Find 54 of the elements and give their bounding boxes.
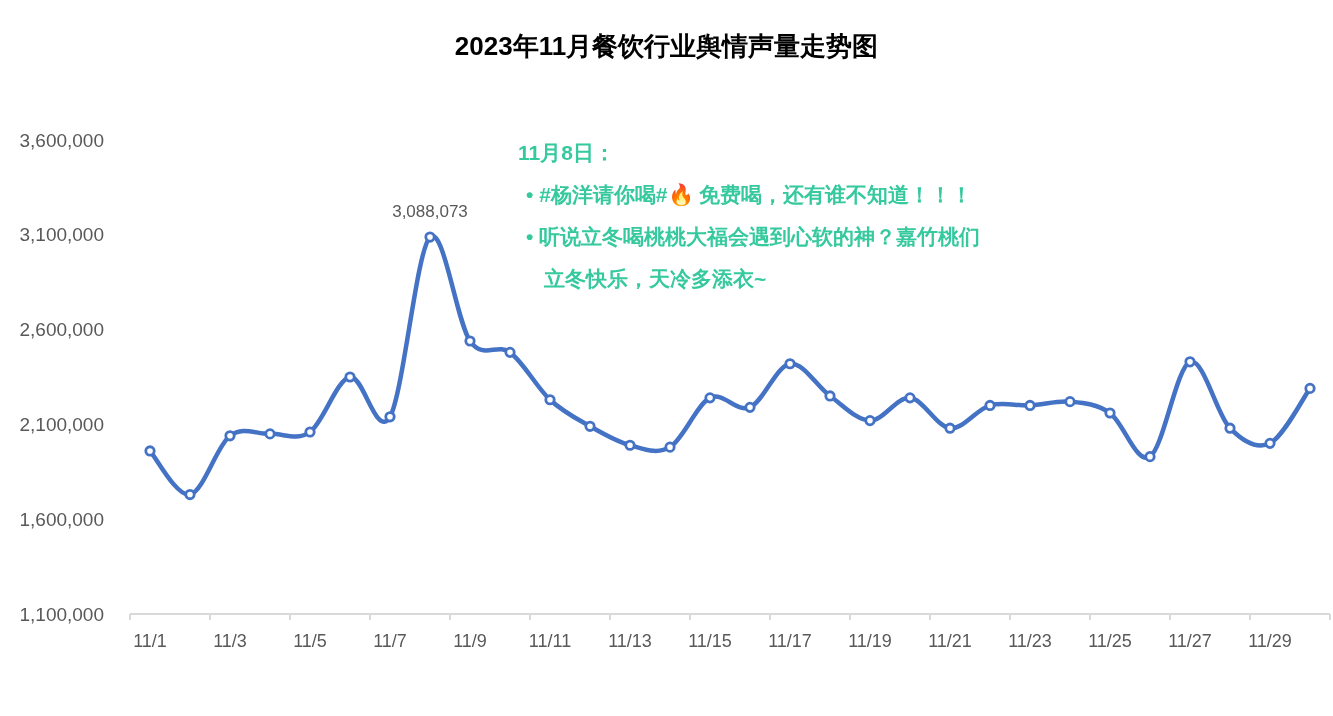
point [1224,422,1236,434]
x-tick-label: 11/27 [1168,631,1212,651]
point [184,488,196,501]
point [344,371,356,383]
point [944,422,956,434]
x-tick-label: 11/29 [1248,631,1292,651]
point [744,401,756,413]
x-tick-label: 11/25 [1088,631,1132,651]
point [824,390,836,402]
y-tick-label: 1,600,000 [19,508,104,530]
point [544,394,556,406]
point [1024,399,1036,412]
point [144,445,156,457]
y-tick-label: 2,100,000 [19,413,104,435]
point [304,426,316,438]
annotation: 11月8日： • #杨洋请你喝#🔥 免费喝，还有谁不知道！！！ • 听说立冬喝桃桃大福会遇到心软的神？嘉竹桃们立冬快乐，天冷多添衣~ [518,140,982,292]
point [704,392,716,404]
point [864,415,876,427]
y-tick-label: 3,100,000 [19,224,104,246]
point [1304,382,1316,394]
x-tick-label: 11/17 [768,631,812,651]
point [1064,396,1076,408]
y-tick-label: 2,600,000 [19,319,104,341]
y-tick-label: 1,100,000 [19,603,104,625]
x-tick-label: 11/1 [133,631,167,651]
point [264,428,276,440]
point [984,399,996,412]
x-tick-label: 11/9 [453,631,487,651]
point [1264,437,1276,449]
point [904,392,916,404]
point [1144,451,1156,463]
y-tick-label: 3,600,000 [19,129,104,151]
x-tick-label: 11/21 [928,631,972,651]
x-tick-label: 11/23 [1008,631,1052,651]
x-tick-label: 11/19 [848,631,892,651]
x-tick-label: 11/11 [528,631,572,651]
point [624,439,636,451]
x-tick-label: 11/3 [213,631,247,651]
point [464,335,476,347]
point [504,346,516,358]
x-tick-label: 11/15 [688,631,732,651]
point [424,231,436,243]
title: 2023年11月餐饮行业舆情声量走势图 [454,31,879,61]
point [664,441,676,453]
x-tick-label: 11/13 [608,631,652,651]
data-label: 3,088,073 [392,201,468,221]
x-tick-label: 11/7 [373,631,407,651]
point [1184,356,1196,368]
x-tick-label: 11/5 [293,631,327,651]
point [224,430,236,442]
point [1104,407,1116,419]
point [584,420,596,432]
point [784,358,796,370]
point [384,411,396,423]
